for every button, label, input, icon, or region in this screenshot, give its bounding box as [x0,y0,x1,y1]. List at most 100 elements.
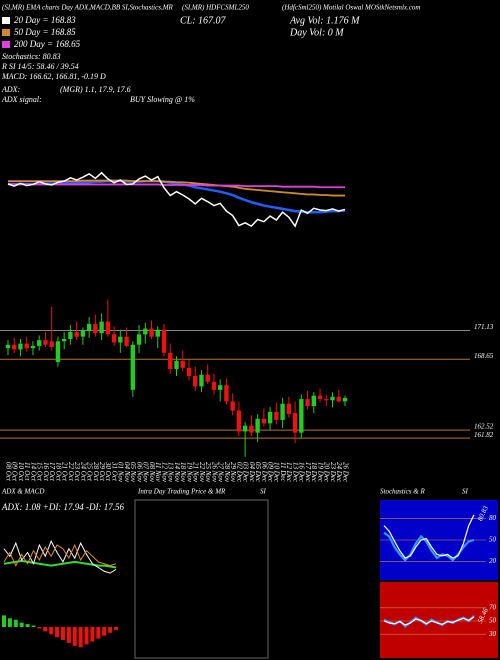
x-tick-label: 24 Oct [79,462,87,482]
candle-body [168,352,173,370]
x-tick-label: 02 Dec [235,462,243,483]
candle-body [224,385,229,402]
candle-body [330,396,335,401]
adx-line [3,559,117,569]
x-tick-label: 16 Oct [42,462,50,482]
adx-signal-label: ADX signal: [1,95,42,104]
level-label: 162.52 [474,423,494,431]
price-line [7,171,346,228]
panel-subtitle: ADX: 1.08 +DI: 17.94 -DI: 17.56 [1,502,125,512]
avg-volume: Avg Vol: 1.176 M [289,15,360,26]
candle-body [211,381,217,390]
macd-bar [19,622,24,627]
macd-bar [114,627,118,630]
candle-body [18,343,23,350]
macd-bar [78,627,83,648]
day-volume: Day Vol: 0 M [289,27,344,38]
x-tick-label: 18 Dec [310,462,318,483]
candle-body [43,340,48,345]
x-tick-label: 31 Oct [110,461,118,482]
x-tick-label: 18 Oct [54,462,62,482]
adx-line [3,540,117,574]
candle-body [155,329,160,337]
panel-title: Stochastics & R [380,488,425,496]
candle-body [193,375,198,387]
candle-body [5,344,11,349]
candle-body [292,412,298,433]
candle-body [161,329,167,353]
level-label: 171.13 [474,323,494,331]
candle-body [149,328,154,337]
x-tick-label: 22 Nov [198,462,206,483]
candle-body [174,360,179,370]
candle-body [305,399,310,407]
adx-label: ADX: [1,85,21,94]
macd-bar [37,627,42,629]
x-tick-label: 11 Oct [23,462,31,481]
macd-bar [96,627,101,639]
x-tick-label: 05 Dec [254,462,262,483]
candle-body [68,332,73,339]
macd-bar [102,627,107,636]
y-tick-label: 80 [489,514,497,522]
macd-bar [49,627,54,635]
legend-swatch [2,41,10,48]
y-tick-label: 20 [489,557,497,565]
candle-body [99,321,104,334]
candle-body [230,401,235,411]
macd-bar [55,627,60,638]
oscillator-line [383,616,475,626]
x-tick-label: 10 Dec [273,462,281,483]
level-label: 168.65 [474,352,494,360]
x-tick-label: 13 Nov [167,462,175,483]
panel-title: Intra Day Trading Price & MR [137,488,226,496]
macd-bar [108,627,113,633]
candle-body [30,345,36,349]
header-title: (SI,MR) EMA charts Day ADX,MACD,BB SI,St… [2,4,174,12]
x-tick-label: 25 Oct [86,462,94,482]
oscillator-line [383,514,475,559]
macd-bar [90,627,95,642]
x-tick-label: 05 Nov [129,462,137,483]
macd-value: MACD: 166.62, 166.81, -0.19 D [1,72,106,81]
x-tick-label: 25 Nov [204,462,212,483]
candle-body [37,340,42,346]
legend-ema50: 50 Day = 168.85 [14,27,76,37]
candle-body [205,374,210,382]
macd-bar [66,627,71,643]
x-tick-label: 12 Dec [285,462,293,483]
x-tick-label: 13 Dec [291,462,299,483]
candle-body [342,397,348,402]
x-tick-label: 19 Dec [316,462,324,483]
x-tick-label: 11 Dec [279,462,287,482]
x-tick-label: 18 Nov [179,462,187,483]
close-price: CL: 167.07 [180,15,227,26]
x-tick-label: 22 Oct [67,462,75,482]
x-tick-label: 17 Oct [48,462,56,482]
header-source: (HdfcSml250) Motilal Oswal MOStkNetsmlx.… [282,4,420,12]
header-symbol: (SI,MR) HDFCSML250 [182,4,249,12]
candle-body [105,321,111,335]
candle-body [242,425,248,432]
x-tick-label: 04 Dec [248,462,256,483]
candle-body [180,360,185,368]
macd-bar [60,627,65,641]
x-tick-label: 12 Nov [160,462,168,483]
candle-body [236,410,242,432]
candle-body [249,425,254,433]
legend-swatch [2,17,10,24]
adx-signal: BUY Slowing @ 1% [130,95,195,104]
candle-body [130,344,136,390]
macd-bar [31,625,36,627]
candle-body [111,334,117,343]
macd-bar [7,618,12,627]
x-tick-label: 23 Dec [329,462,337,483]
x-tick-label: 20 Dec [323,462,331,483]
candle-body [93,323,98,334]
candle-body [255,418,260,433]
x-tick-label: 28 Nov [223,462,231,483]
x-tick-label: 28 Oct [92,462,100,482]
x-tick-label: 29 Nov [229,462,237,483]
